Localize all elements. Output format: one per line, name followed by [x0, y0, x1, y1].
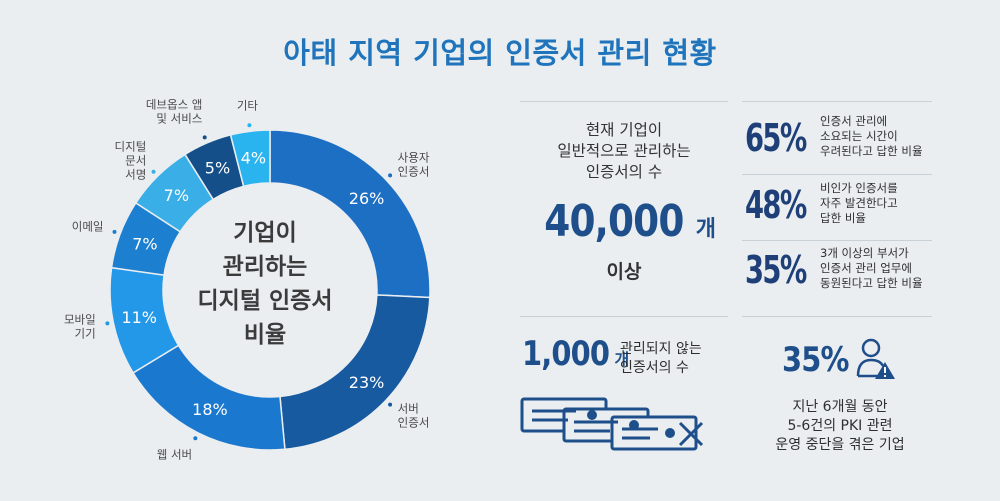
segment-label-web-server: 18% [192, 400, 228, 419]
unmanaged-count: 1,000 개 [522, 334, 630, 374]
segment-label-server-cert: 23% [349, 373, 385, 392]
category-label-doc-sign: 문서 [125, 153, 146, 167]
stat2-percent: 48% [745, 183, 807, 227]
segment-label-other: 4% [241, 149, 266, 168]
cert-count-description: 현재 기업이 일반적으로 관리하는 인증서의 수 [557, 121, 691, 181]
segment-label-email: 7% [132, 234, 157, 253]
divider [742, 240, 932, 241]
divider [742, 101, 932, 102]
center-title-line: 디지털 인증서 [198, 288, 333, 314]
pki-percent: 35% [782, 340, 849, 380]
segment-label-mobile-device: 11% [121, 308, 157, 327]
divider [742, 316, 932, 317]
pki-text: 지난 6개월 동안 5-6건의 PKI 관련 운영 중단을 겪은 기업 [775, 399, 905, 453]
marker-dot-server-cert [388, 402, 393, 407]
divider [520, 101, 728, 102]
category-label-doc-sign: 서명 [125, 167, 146, 181]
donut-segment-other [229, 129, 271, 188]
category-label-doc-sign: 디지털 [115, 139, 147, 153]
donut-segment-web-server [132, 344, 286, 451]
segment-label-user-cert: 26% [349, 189, 385, 208]
center-title-line: 기업이 [233, 220, 296, 246]
category-label-web-server: 웹 서버 [157, 448, 192, 462]
category-label-devops: 및 서비스 [156, 112, 202, 126]
cert-count-number: 40,000 개 [544, 196, 717, 247]
category-label-server-cert: 서버 [398, 402, 419, 416]
unmanaged-text: 관리되지 않는 인증서의 수 [620, 341, 702, 376]
category-label-devops: 데브옵스 앱 [146, 98, 203, 112]
marker-dot-devops [202, 135, 207, 140]
marker-dot-doc-sign [151, 169, 156, 174]
page-title: 아태 지역 기업의 인증서 관리 현황 [283, 36, 717, 70]
segment-label-doc-sign: 7% [164, 186, 189, 205]
category-label-user-cert: 인증서 [398, 164, 430, 178]
stat3-text: 3개 이상의 부서가 인증서 관리 업무에 동원된다고 답한 비율 [820, 246, 923, 290]
center-title-line: 관리하는 [223, 254, 308, 280]
category-label-email: 이메일 [72, 219, 104, 233]
category-label-other: 기타 [237, 98, 259, 112]
marker-dot-user-cert [388, 173, 393, 178]
marker-dot-mobile-device [105, 321, 110, 326]
divider [742, 174, 932, 175]
stat1-percent: 65% [745, 116, 807, 160]
user-warning-icon [856, 338, 895, 379]
stat1-text: 인증서 관리에 소요되는 시간이 우려된다고 답한 비율 [820, 114, 923, 158]
marker-dot-web-server [193, 436, 198, 441]
category-label-mobile-device: 모바일 [64, 313, 96, 327]
certificate-stack-icon [520, 397, 704, 451]
marker-dot-other [247, 123, 252, 128]
category-label-server-cert: 인증서 [398, 416, 430, 430]
stat3-percent: 35% [745, 248, 807, 292]
stat2-text: 비인가 인증서를 자주 발견한다고 답한 비율 [820, 181, 898, 225]
cert-count-suffix: 이상 [606, 261, 642, 283]
category-label-mobile-device: 기기 [75, 327, 96, 341]
marker-dot-email [112, 229, 117, 234]
center-title-line: 비율 [244, 322, 286, 348]
category-label-user-cert: 사용자 [398, 150, 430, 164]
divider [520, 316, 728, 317]
segment-label-devops: 5% [205, 158, 230, 177]
